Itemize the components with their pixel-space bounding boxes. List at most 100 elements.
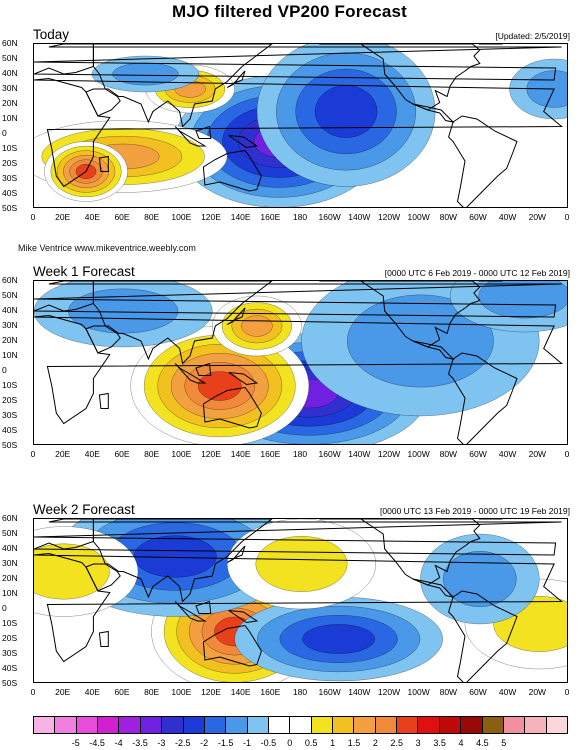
panel-note: [0000 UTC 6 Feb 2019 - 0000 UTC 12 Feb 2… xyxy=(384,268,570,278)
colorbar-cell xyxy=(354,717,376,733)
lon-tick-label: 40E xyxy=(84,212,100,222)
coastline xyxy=(98,630,109,647)
lat-tick-label: 60N xyxy=(2,38,18,48)
lon-tick-label: 120W xyxy=(377,687,401,697)
colorbar-label: 3 xyxy=(415,738,421,748)
lon-tick-label: 60E xyxy=(114,212,130,222)
lon-tick-label: 60W xyxy=(469,449,487,459)
panel-title: Today xyxy=(33,27,70,42)
lat-tick-label: 50S xyxy=(2,678,18,688)
colorbar-label: -0.5 xyxy=(260,738,277,748)
lon-tick-label: 120E xyxy=(201,687,221,697)
panel-week1: Week 1 Forecast [0000 UTC 6 Feb 2019 - 0… xyxy=(0,264,579,494)
coastline xyxy=(319,519,481,586)
colorbar-label: 5 xyxy=(501,738,507,748)
coastline xyxy=(92,44,273,128)
colorbar-cell xyxy=(140,717,163,733)
colorbar-cell xyxy=(397,717,419,733)
lon-tick-label: 160W xyxy=(318,687,341,697)
colorbar-label: -2 xyxy=(200,738,209,748)
lat-tick-label: 50N xyxy=(2,290,18,300)
colorbar-label: -5 xyxy=(71,738,80,748)
lat-tick-label: 30N xyxy=(2,558,18,568)
lon-tick-label: 0 xyxy=(564,449,570,459)
lat-tick-label: 20N xyxy=(2,98,18,108)
lon-tick-label: 60W xyxy=(469,687,487,697)
lon-tick-label: 100E xyxy=(171,687,192,697)
colorbar-label: 4 xyxy=(458,738,464,748)
lat-tick-label: 30S xyxy=(2,173,18,183)
coastline xyxy=(202,386,262,429)
lat-tick-label: 50S xyxy=(2,440,18,450)
panel-title: Week 2 Forecast xyxy=(33,502,135,517)
coastline xyxy=(34,314,563,425)
lat-tick-label: 10S xyxy=(2,618,18,628)
credit-text: Mike Ventrice www.mikeventrice.weebly.co… xyxy=(18,243,196,253)
map-canvas xyxy=(34,281,567,444)
lat-tick-label: 10S xyxy=(2,143,18,153)
coastline xyxy=(34,77,563,188)
lon-tick-label: 140E xyxy=(230,212,251,222)
coastline xyxy=(202,624,262,667)
coastline xyxy=(228,135,259,149)
map-canvas xyxy=(34,519,567,682)
chart-title: MJO filtered VP200 Forecast xyxy=(172,2,407,21)
lon-tick-label: 0 xyxy=(564,212,570,222)
colorbar-label: 4.5 xyxy=(476,738,489,748)
lon-tick-label: 40W xyxy=(498,449,517,459)
lon-tick-label: 140W xyxy=(348,212,371,222)
lat-tick-label: 30S xyxy=(2,410,18,420)
lon-tick-label: 100W xyxy=(407,449,430,459)
colorbar xyxy=(33,716,568,734)
lon-tick-label: 60E xyxy=(114,449,130,459)
coastline xyxy=(195,600,212,614)
lat-tick-label: 40S xyxy=(2,188,18,198)
lon-tick-label: 140W xyxy=(348,449,371,459)
anomaly-contour xyxy=(241,315,273,337)
lat-tick-label: 20S xyxy=(2,633,18,643)
colorbar-cell xyxy=(204,717,227,733)
coastline xyxy=(319,281,481,348)
coastline xyxy=(98,392,109,409)
lon-tick-label: 160W xyxy=(318,212,341,222)
lat-tick-label: 40N xyxy=(2,305,18,315)
lon-tick-label: 180 xyxy=(292,449,308,459)
lon-tick-label: 100E xyxy=(171,212,192,222)
lat-tick-label: 30N xyxy=(2,83,18,93)
colorbar-label: 1.5 xyxy=(347,738,361,748)
lat-tick-label: 0 xyxy=(2,128,7,138)
lon-tick-label: 20E xyxy=(55,449,71,459)
lat-tick-label: 60N xyxy=(2,513,18,523)
colorbar-label: 1 xyxy=(330,738,336,748)
anomaly-contour xyxy=(197,371,242,401)
colorbar-label: 2 xyxy=(372,738,378,748)
panel-note: [Updated: 2/5/2019] xyxy=(495,31,570,41)
lon-tick-label: 20W xyxy=(528,212,547,222)
panel-today: Today [Updated: 2/5/2019] Mike Ventrice … xyxy=(0,27,579,257)
colorbar-label: 3.5 xyxy=(433,738,446,748)
lon-tick-label: 40E xyxy=(84,687,100,697)
lon-tick-label: 160E xyxy=(260,687,281,697)
lon-tick-label: 0 xyxy=(564,687,570,697)
lon-tick-label: 120E xyxy=(201,212,221,222)
colorbar-cell xyxy=(439,717,462,733)
coastline xyxy=(174,363,207,384)
coastline xyxy=(85,325,121,354)
lat-tick-label: 40S xyxy=(2,425,18,435)
coastline xyxy=(202,149,262,192)
coastline xyxy=(319,44,481,111)
anomaly-contour xyxy=(34,543,110,600)
anomaly-contour xyxy=(443,551,517,607)
colorbar-cell xyxy=(525,717,547,733)
lat-tick-label: 0 xyxy=(2,603,7,613)
map-week2 xyxy=(33,518,568,683)
colorbar-cell xyxy=(461,717,483,733)
coastline xyxy=(228,372,259,386)
lon-tick-label: 80W xyxy=(439,212,458,222)
colorbar-label: 2.5 xyxy=(390,738,404,748)
anomaly-contour xyxy=(302,624,376,654)
lon-tick-label: 120W xyxy=(377,212,401,222)
coastline xyxy=(226,307,246,325)
lat-tick-label: 50S xyxy=(2,203,18,213)
coastline xyxy=(226,545,246,563)
